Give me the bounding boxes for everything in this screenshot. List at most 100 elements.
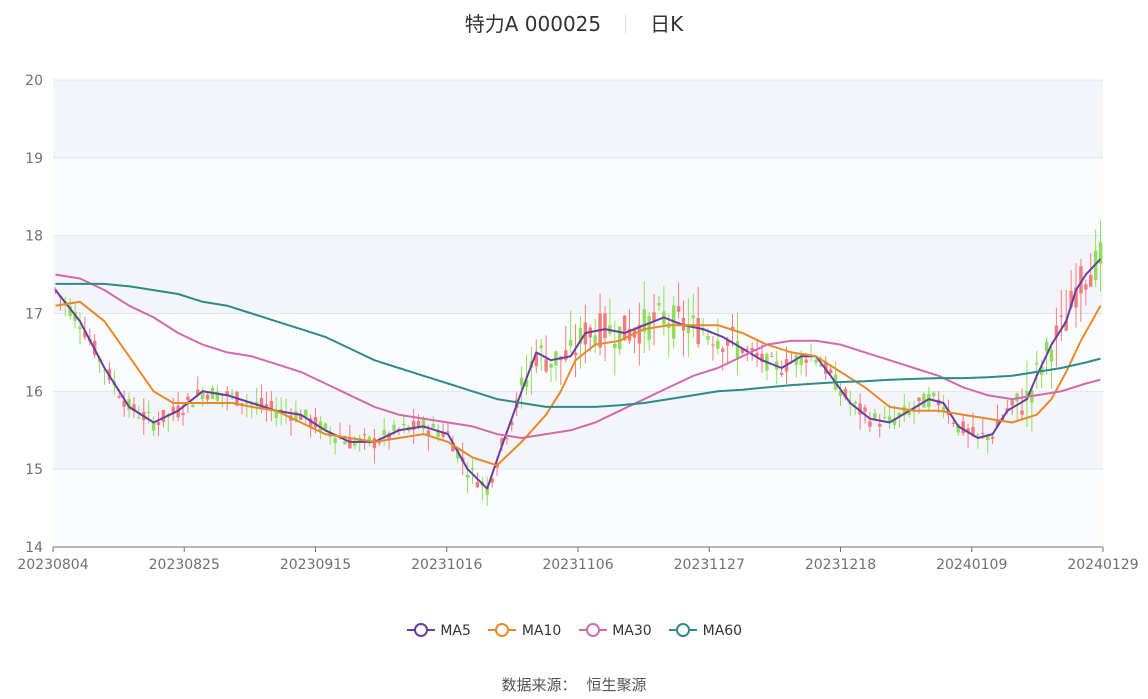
candle-body <box>696 318 700 345</box>
chart-title: 特力A 000025 日K <box>0 8 1148 37</box>
candle-body <box>1020 410 1024 415</box>
candle-body <box>117 396 121 398</box>
candle-body <box>416 420 421 428</box>
candle-body <box>1044 341 1049 352</box>
candle-body <box>657 302 661 306</box>
candle-body <box>534 352 539 367</box>
candle-body <box>53 289 58 291</box>
candle-body <box>873 413 877 419</box>
candle-body <box>1084 284 1088 290</box>
candle-body <box>456 449 460 459</box>
candle-body <box>372 438 377 449</box>
candle-body <box>804 359 808 363</box>
candle-body <box>985 435 990 441</box>
candle-body <box>431 424 435 428</box>
candle-body <box>843 388 848 398</box>
candle-body <box>1049 349 1054 362</box>
candle-body <box>313 417 318 428</box>
candle-body <box>294 411 298 420</box>
candle-body <box>1069 290 1073 308</box>
candle-body <box>519 377 524 386</box>
candle-body <box>828 369 833 374</box>
candle-body <box>858 403 862 415</box>
candle-body <box>740 348 745 353</box>
candle-body <box>156 421 161 426</box>
x-tick-label: 20240129 <box>1067 557 1138 573</box>
candle-body <box>68 306 72 317</box>
candle-body <box>122 400 126 407</box>
candle-body <box>701 330 705 332</box>
candle-body <box>868 421 872 427</box>
candle-body <box>485 486 489 495</box>
y-tick-label: 15 <box>25 462 43 478</box>
y-tick-label: 19 <box>25 151 43 167</box>
x-tick-label: 20230804 <box>17 557 88 573</box>
candle-body <box>230 393 234 395</box>
candle-body <box>691 315 696 319</box>
legend-item-ma30[interactable]: MA30 <box>578 622 652 639</box>
candle-body <box>1064 320 1068 331</box>
candle-body <box>348 438 352 449</box>
plot-band <box>53 157 1103 236</box>
candle-body <box>343 441 347 445</box>
legend-item-ma5[interactable]: MA5 <box>406 622 471 639</box>
candle-body <box>151 421 156 431</box>
candle-body <box>961 421 965 434</box>
candle-body <box>524 379 529 388</box>
candle-body <box>171 406 175 414</box>
candle-body <box>853 401 857 404</box>
ma30-legend-icon <box>578 623 607 637</box>
candle-body <box>735 340 740 358</box>
candle-body <box>617 326 622 350</box>
candle-body <box>259 398 264 407</box>
candle-body <box>686 323 691 334</box>
ma-line-ma10 <box>55 300 1102 467</box>
plot-band <box>53 235 1103 314</box>
candle-body <box>1054 325 1059 338</box>
candle-body <box>932 392 936 397</box>
candle-body <box>573 352 578 356</box>
candle-body <box>225 391 229 397</box>
candle-body <box>971 426 975 436</box>
period-label: 日K <box>650 12 684 36</box>
candle-body <box>770 355 774 357</box>
candle-body <box>819 364 823 367</box>
candle-body <box>799 353 803 365</box>
stock-name: 特力A 000025 <box>464 12 602 36</box>
candle-body <box>264 404 269 408</box>
candle-body <box>814 359 818 363</box>
chart-legend: MA5 MA10 MA30 MA60 <box>0 622 1148 639</box>
candle-body <box>323 423 328 430</box>
y-tick-label: 16 <box>25 384 43 400</box>
legend-label: MA10 <box>521 623 562 639</box>
candle-body <box>426 430 431 436</box>
x-tick-label: 20231016 <box>411 557 482 573</box>
legend-item-ma60[interactable]: MA60 <box>668 622 742 639</box>
candle-body <box>377 442 382 444</box>
candle-body <box>981 432 985 434</box>
ma5-legend-icon <box>406 623 435 637</box>
legend-item-ma10[interactable]: MA10 <box>487 622 561 639</box>
candle-body <box>642 309 646 333</box>
candle-body <box>956 424 960 433</box>
candle-body <box>102 370 107 372</box>
ma60-legend-icon <box>669 623 698 637</box>
candle-body <box>269 400 274 409</box>
candle-body <box>578 327 583 344</box>
candle-body <box>622 315 627 341</box>
candle-body <box>613 343 617 349</box>
candle-body <box>274 411 278 419</box>
candle-body <box>441 432 445 437</box>
candle-body <box>303 409 308 418</box>
candle-body <box>951 422 956 424</box>
candle-body <box>367 436 372 444</box>
ma10-legend-icon <box>488 623 517 637</box>
candle-body <box>627 328 632 341</box>
candle-body <box>568 339 573 346</box>
y-tick-label: 20 <box>25 73 43 89</box>
candle-body <box>922 393 926 408</box>
candle-body <box>146 412 151 414</box>
candle-body <box>402 423 406 426</box>
candle-body <box>676 306 681 312</box>
candle-body <box>1010 400 1014 406</box>
